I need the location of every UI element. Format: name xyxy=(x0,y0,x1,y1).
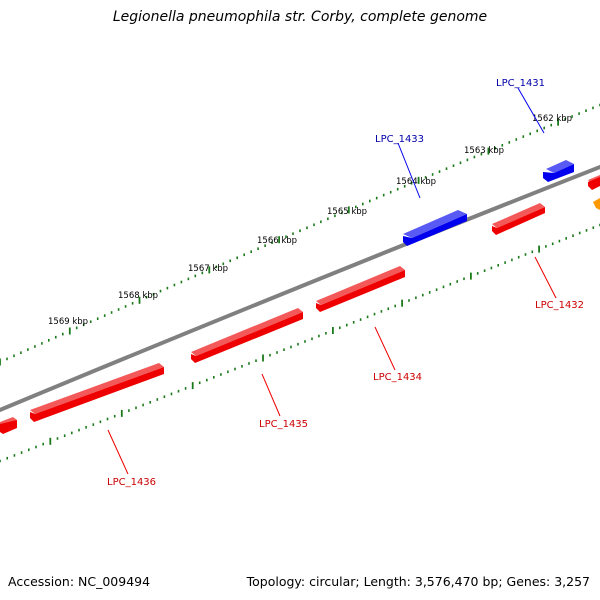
scale-label-1563: 1563 kbp xyxy=(464,146,504,156)
gene-block-lpc-1434[interactable] xyxy=(316,266,405,312)
gene-block-orange-partial xyxy=(593,198,600,210)
scale-label-1568: 1568 kbp xyxy=(118,291,158,301)
scale-label-1565: 1565 kbp xyxy=(327,207,367,217)
scale-label-1566: 1566 kbp xyxy=(257,236,297,246)
gene-block-lpc-1432[interactable] xyxy=(492,203,545,235)
genome-stats-text: Topology: circular; Length: 3,576,470 bp… xyxy=(246,574,590,589)
genome-backbone xyxy=(0,164,600,413)
gene-block-partial-left xyxy=(0,417,17,434)
leader-line-lpc-1432 xyxy=(534,256,557,299)
accession-text: Accession: NC_009494 xyxy=(8,574,151,589)
genome-title: Legionella pneumophila str. Corby, compl… xyxy=(112,9,488,25)
leader-line-lpc-1434 xyxy=(374,326,396,371)
gene-label-lpc-1431[interactable]: LPC_1431 xyxy=(496,78,545,89)
gene-label-lpc-1436[interactable]: LPC_1436 xyxy=(107,477,156,488)
gene-label-lpc-1432[interactable]: LPC_1432 xyxy=(535,300,584,311)
leader-line-lpc-1435 xyxy=(261,373,281,417)
gene-label-lpc-1434[interactable]: LPC_1434 xyxy=(373,372,422,383)
leader-line-lpc-1433 xyxy=(397,142,421,199)
scale-label-1564: 1564 kbp xyxy=(396,177,436,187)
inner-scale-ticks xyxy=(0,223,600,463)
scale-label-1562: 1562 kbp xyxy=(532,114,572,124)
gene-label-lpc-1433[interactable]: LPC_1433 xyxy=(375,134,424,145)
gene-block-lpc-1436[interactable] xyxy=(30,363,164,422)
scale-label-1567: 1567 kbp xyxy=(188,264,228,274)
gene-block-lpc-1435[interactable] xyxy=(191,308,303,363)
gene-label-lpc-1435[interactable]: LPC_1435 xyxy=(259,419,308,430)
leader-line-lpc-1436 xyxy=(107,429,129,475)
leader-line-lpc-1431 xyxy=(517,87,545,134)
gene-block-lpc-1433[interactable] xyxy=(403,210,467,246)
scale-label-1569: 1569 kbp xyxy=(48,317,88,327)
gene-block-lpc-1431[interactable] xyxy=(543,160,574,182)
gene-block-partial-right xyxy=(588,175,600,190)
outer-scale-ticks xyxy=(0,103,600,366)
